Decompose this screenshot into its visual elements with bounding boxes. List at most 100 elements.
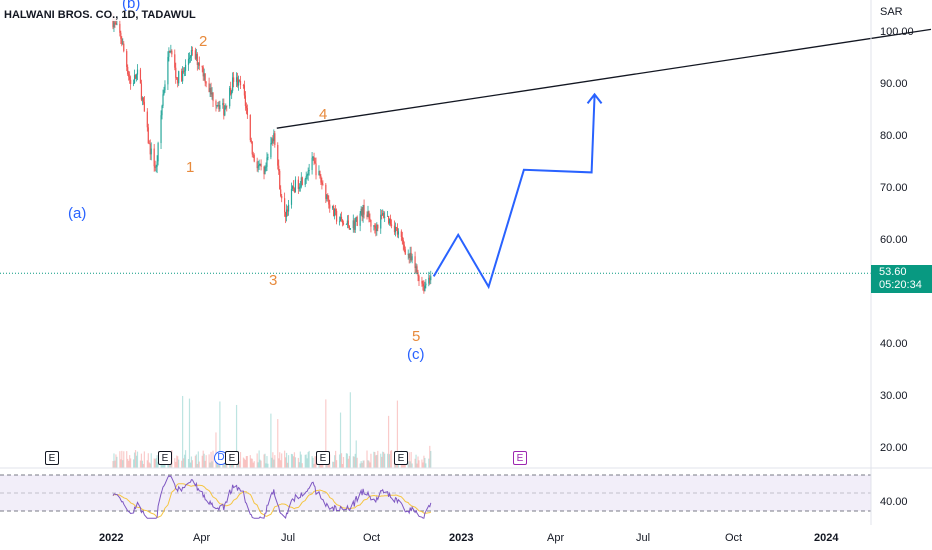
volume-bar <box>116 456 118 468</box>
volume-bar <box>424 457 426 468</box>
volume-bar <box>217 463 219 468</box>
volume-bar <box>416 463 418 468</box>
volume-bar <box>423 455 425 468</box>
volume-bar <box>304 454 306 468</box>
last-price-value: 53.60 <box>879 266 907 278</box>
candle-body <box>176 77 178 79</box>
earnings-icon[interactable]: E <box>394 451 408 465</box>
candle-body <box>397 231 399 235</box>
volume-bar <box>345 453 348 468</box>
upcoming-earnings-icon[interactable]: E <box>513 451 527 465</box>
volume-bar <box>381 456 383 468</box>
price-tick: 100.00 <box>880 26 914 38</box>
volume-bar <box>384 453 386 468</box>
candle-body <box>425 283 427 286</box>
candle-body <box>244 95 246 106</box>
candle-body <box>161 105 163 116</box>
wave-label-b[interactable]: (b) <box>122 0 141 12</box>
candle-body <box>250 140 252 142</box>
candle-body <box>307 170 309 176</box>
trendline-drawing[interactable] <box>276 28 932 129</box>
volume-bar <box>253 461 255 468</box>
wave-label-1[interactable]: 1 <box>186 159 195 176</box>
candle-body <box>291 186 294 189</box>
earnings-icon[interactable]: E <box>45 451 59 465</box>
earnings-icon[interactable]: E <box>316 451 330 465</box>
volume-bar <box>360 461 362 468</box>
candle-body <box>264 167 266 175</box>
rsi-pane <box>0 474 871 520</box>
candle-body <box>273 133 275 142</box>
volume-bar <box>370 453 372 468</box>
volume-bar <box>134 450 137 468</box>
rsi-line <box>112 475 432 520</box>
volume-bar <box>377 450 379 468</box>
candle-body <box>375 228 377 232</box>
volume-bar <box>211 461 213 468</box>
candle-body <box>339 216 342 222</box>
volume-bar <box>425 463 427 468</box>
volume-bar <box>354 453 356 468</box>
volume-bar <box>342 457 345 468</box>
volume-bar <box>396 400 399 468</box>
candle-body <box>126 51 128 67</box>
candle-body <box>175 67 177 78</box>
candle-body <box>160 115 162 144</box>
candle-body <box>135 74 138 79</box>
price-tick: 30.00 <box>880 390 908 402</box>
wave-label-a[interactable]: (a) <box>68 205 87 222</box>
wave-label-c[interactable]: (c) <box>407 346 425 363</box>
volume-bar <box>195 454 197 468</box>
earnings-icon[interactable]: E <box>158 451 172 465</box>
volume-bar <box>359 463 361 468</box>
volume-bar <box>369 462 371 468</box>
volume-bar <box>313 463 315 468</box>
volume-bar <box>387 453 389 468</box>
wave-label-3[interactable]: 3 <box>269 272 278 289</box>
volume-bar <box>252 462 254 468</box>
volume-bar <box>266 456 268 468</box>
price-tick: 20.00 <box>880 442 908 454</box>
volume-bar <box>389 450 392 468</box>
candle-body <box>194 50 196 59</box>
projection-path-drawing[interactable] <box>432 94 596 290</box>
volume-bar <box>290 453 293 468</box>
volume-bar <box>281 453 283 468</box>
volume-bar <box>307 452 309 468</box>
volume-bar <box>130 458 132 468</box>
volume-bar <box>120 459 122 468</box>
candle-body <box>290 188 293 205</box>
volume-bar <box>149 463 151 468</box>
wave-label-4[interactable]: 4 <box>319 106 328 123</box>
time-tick: Apr <box>547 532 565 544</box>
candle-body <box>217 105 219 106</box>
volume-bar <box>114 460 116 468</box>
candle-body <box>136 69 139 75</box>
candle-body <box>205 82 207 84</box>
candle-body <box>381 214 383 216</box>
volume-bar <box>190 456 193 468</box>
candle-body <box>218 105 220 110</box>
candle-body <box>409 252 411 258</box>
candle-body <box>225 105 227 109</box>
candle-body <box>321 182 323 185</box>
candle-body <box>139 69 142 84</box>
wave-label-2[interactable]: 2 <box>199 33 208 50</box>
earnings-icon[interactable]: E <box>225 451 239 465</box>
volume-bar <box>336 460 338 468</box>
candle-body <box>280 189 282 196</box>
candle-body <box>116 23 118 25</box>
volume-bar <box>146 460 148 468</box>
candle-body <box>361 208 363 218</box>
wave-label-5[interactable]: 5 <box>412 328 421 345</box>
volume-bar <box>410 452 412 468</box>
volume-bar <box>411 463 413 468</box>
candle-body <box>292 186 295 189</box>
candle-body <box>374 225 376 229</box>
price-candles <box>112 13 432 294</box>
candle-body <box>132 83 135 85</box>
volume-bar <box>210 451 212 468</box>
candle-body <box>120 32 122 39</box>
symbol-title[interactable]: HALWANI BROS. CO., 1D, TADAWUL <box>2 9 198 21</box>
